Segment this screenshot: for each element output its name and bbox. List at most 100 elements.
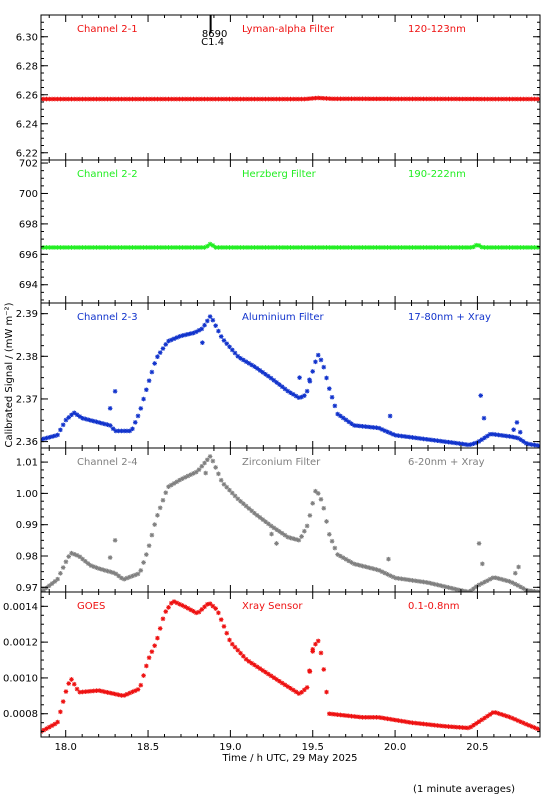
data-point <box>121 96 127 102</box>
data-point <box>188 96 193 102</box>
data-point <box>105 690 110 695</box>
data-point <box>168 337 174 343</box>
data-point <box>471 586 476 592</box>
data-point <box>340 245 346 250</box>
data-point <box>498 245 504 250</box>
data-point <box>94 419 99 425</box>
data-point <box>498 576 504 582</box>
data-point <box>268 523 274 529</box>
data-point <box>498 432 504 438</box>
data-point <box>216 328 221 334</box>
data-point <box>534 96 540 102</box>
data-point <box>296 691 302 696</box>
data-point <box>532 245 537 250</box>
data-point <box>321 505 327 511</box>
data-point <box>485 245 490 250</box>
data-point <box>130 245 135 250</box>
data-point <box>385 716 390 722</box>
data-point <box>526 245 532 250</box>
data-point <box>191 245 196 250</box>
data-point <box>249 96 254 102</box>
data-point <box>354 562 360 567</box>
data-point <box>199 464 205 469</box>
data-point <box>299 394 304 400</box>
data-point <box>412 435 418 441</box>
data-point <box>180 245 185 250</box>
y-tick-label: 1.01 <box>16 458 38 469</box>
y-tick-label: 6.22 <box>16 148 38 159</box>
data-point <box>288 96 293 102</box>
data-point <box>235 647 241 653</box>
data-point <box>318 650 324 656</box>
data-point <box>443 439 449 445</box>
data-point <box>454 587 460 592</box>
data-point <box>429 722 435 728</box>
data-point <box>363 245 368 250</box>
data-point <box>177 477 182 483</box>
data-point <box>329 245 335 250</box>
data-point <box>221 482 227 487</box>
data-point <box>349 96 354 102</box>
data-point <box>480 561 485 567</box>
data-point <box>160 497 166 503</box>
data-point <box>119 428 124 434</box>
data-point <box>249 245 254 250</box>
panel-5: 0.0008 0.0010 0.0012 0.0014 GOES Xray Sensor 0… <box>3 591 541 738</box>
data-point <box>146 245 152 250</box>
series-points <box>41 314 540 448</box>
data-point <box>290 245 296 250</box>
y-tick-label: 0.99 <box>16 520 38 531</box>
data-point <box>202 245 207 250</box>
data-point <box>424 721 429 727</box>
data-point <box>318 95 324 101</box>
data-point <box>80 96 85 102</box>
y-tick-label: 0.98 <box>16 552 38 563</box>
data-point <box>293 245 299 250</box>
data-point <box>279 680 285 686</box>
data-point <box>196 96 202 102</box>
data-point <box>235 496 241 502</box>
data-point <box>299 689 304 695</box>
data-point <box>360 423 365 429</box>
data-point <box>166 96 171 102</box>
data-point <box>229 641 235 647</box>
data-point <box>168 245 174 250</box>
data-point <box>526 96 532 102</box>
data-point <box>58 96 63 102</box>
panel-3: 2.36 2.37 2.38 2.39 Channel 2-3 Aluminium Fil… <box>16 302 541 449</box>
data-point <box>501 577 507 583</box>
data-point <box>266 96 271 102</box>
data-point <box>479 437 485 442</box>
data-point <box>60 96 66 102</box>
data-point <box>241 96 246 102</box>
data-point <box>146 378 152 384</box>
data-point <box>110 96 116 102</box>
data-point <box>110 426 116 431</box>
data-point <box>152 245 157 250</box>
data-point <box>155 96 160 102</box>
data-point <box>168 482 174 488</box>
data-point <box>121 245 127 250</box>
data-point <box>412 578 418 584</box>
data-point <box>71 96 77 102</box>
data-point <box>119 693 124 698</box>
data-point <box>210 317 216 323</box>
data-point <box>71 551 77 557</box>
data-point <box>107 555 113 560</box>
data-point <box>473 721 479 726</box>
data-point <box>379 427 385 432</box>
data-point <box>88 96 94 102</box>
data-point <box>63 559 69 565</box>
data-point <box>102 96 108 102</box>
data-point <box>229 96 235 102</box>
data-point <box>516 564 521 570</box>
data-point <box>91 418 96 424</box>
data-point <box>108 569 113 575</box>
data-point <box>514 420 520 425</box>
data-point <box>174 600 180 606</box>
data-point <box>349 713 354 719</box>
data-point <box>288 685 293 691</box>
data-point <box>382 570 388 576</box>
data-point <box>260 668 266 673</box>
data-point <box>55 96 60 102</box>
